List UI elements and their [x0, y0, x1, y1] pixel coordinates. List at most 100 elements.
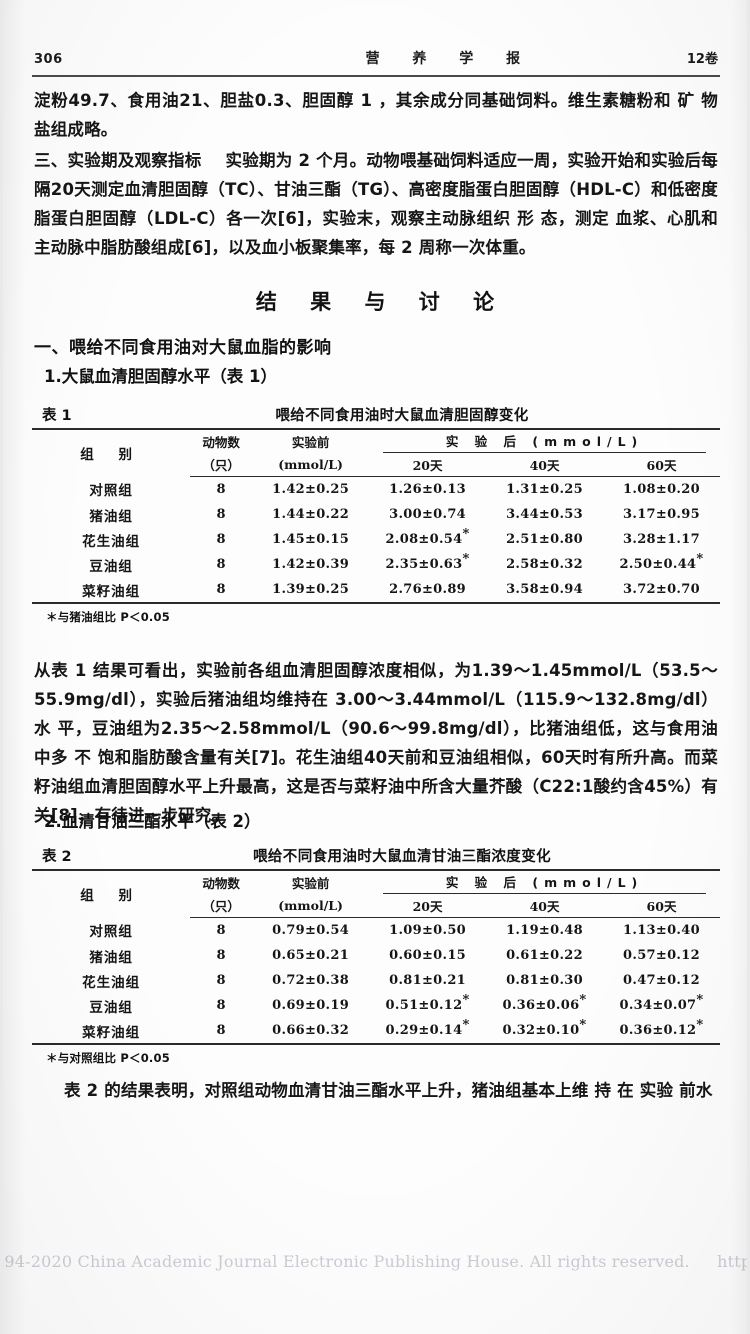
table-row: 豆油组 8 0.69±0.19 0.51±0.12* 0.36±0.06* 0.… [32, 993, 720, 1018]
table-2-header-post: 实 验 后 (mmol/L) [369, 869, 720, 894]
table-1-r3-n: 8 [216, 557, 226, 572]
table-2-r3-n: 8 [216, 998, 226, 1013]
table-2-r2-d20: 0.81±0.21 [389, 973, 467, 988]
table-2-r0-d40: 1.19±0.48 [506, 923, 583, 938]
table-row: 猪油组 8 1.44±0.22 3.00±0.74 3.44±0.53 3.17… [32, 502, 720, 527]
table-1-r0-d20: 1.26±0.13 [389, 482, 467, 497]
table-2-footnote: ＊与对照组比 P＜0.05 [46, 1051, 170, 1065]
table-1-header-post: 实 验 后 (mmol/L) [369, 428, 720, 453]
table-2-r4-d60: 0.36±0.12* [603, 1018, 720, 1045]
table-2-header-pre-unit: (mmol/L) [252, 894, 370, 918]
table-2-number: 表 2 [42, 849, 72, 865]
table-1-r1-d20: 3.00±0.74 [389, 507, 467, 522]
table-2-span-rule [383, 892, 706, 894]
table-2-header-day20: 20天 [369, 894, 487, 918]
paragraph-cholesterol-discussion: 从表 1 结果可看出，实验前各组血清胆固醇浓度相似，为1.39～1.45mmol… [34, 661, 718, 825]
heading-level-1: 一、喂给不同食用油对大鼠血脂的影响 [34, 338, 332, 358]
table-1-title: 喂给不同食用油时大鼠血清胆固醇变化 [275, 408, 529, 424]
section-lead-label: 三、实验期及观察指标 [34, 151, 202, 170]
paragraph-triglyceride-discussion: 表 2 的结果表明，对照组动物血清甘油三酯水平上升，猪油组基本上维 持 在 实验… [64, 1081, 713, 1100]
table-1-block: 表 1 喂给不同食用油时大鼠血清胆固醇变化 组 别 动物数 实验前 实 验 后 … [32, 404, 720, 625]
table-1-r3-pre: 1.42±0.39 [272, 557, 350, 572]
cnki-watermark: 994-2020 China Academic Journal Electron… [0, 1252, 750, 1271]
running-head: 306 营 养 学 报 12卷 [34, 48, 718, 68]
paragraph-methods: 三、实验期及观察指标 实验期为 2 个月。动物喂基础饲料适应一周，实验开始和实验… [34, 146, 718, 262]
table-2-r4-n: 8 [190, 1018, 253, 1045]
table-1-r1-n: 8 [216, 507, 226, 522]
table-row: 菜籽油组 8 1.39±0.25 2.76±0.89 3.58±0.94 3.7… [32, 577, 720, 604]
page-edge-right [747, 0, 750, 1334]
table-1-r4-group: 菜籽油组 [32, 577, 191, 604]
table-1-r2-d40: 2.51±0.80 [506, 532, 583, 547]
table-1-r4-n: 8 [190, 577, 253, 604]
table-1-r4-d40: 3.58±0.94 [486, 577, 603, 604]
table-2-header-day40: 40天 [486, 894, 603, 918]
table-1-r1-d40: 3.44±0.53 [506, 507, 583, 522]
table-2-r3-pre: 0.69±0.19 [272, 998, 350, 1013]
table-2-r1-d60: 0.57±0.12 [623, 948, 700, 963]
table-1-r3-group: 豆油组 [89, 558, 133, 575]
table-1-number: 表 1 [42, 408, 72, 424]
table-row: 花生油组 8 0.72±0.38 0.81±0.21 0.81±0.30 0.4… [32, 968, 720, 993]
table-2-r2-n: 8 [216, 973, 226, 988]
table-1-header-row-1: 组 别 动物数 实验前 实 验 后 (mmol/L) [32, 428, 720, 477]
table-2-r1-n: 8 [216, 948, 226, 963]
table-1-header-day60: 60天 [603, 453, 720, 477]
table-1-header-pre-unit: (mmol/L) [252, 453, 370, 477]
table-2-r0-group: 对照组 [89, 924, 133, 941]
table-1-r3-d20: 2.35±0.63* [385, 551, 470, 572]
table-1-r4-d20: 2.76±0.89 [369, 577, 487, 604]
table-1-header-day20: 20天 [369, 453, 487, 477]
table-1-header-group: 组 别 [32, 428, 191, 477]
section-body-text: 实验期为 2 个月。动物喂基础饲料适应一周，实验开始和实验后每隔20天测定血清胆… [34, 151, 719, 257]
table-2-r0-d20: 1.09±0.50 [389, 923, 467, 938]
table-2-header-day60: 60天 [603, 894, 720, 918]
table-2-r2-d60: 0.47±0.12 [623, 973, 700, 988]
heading-level-2-cholesterol: 1.大鼠血清胆固醇水平（表 1） [44, 367, 277, 386]
table-1-r2-n: 8 [216, 532, 226, 547]
table-1-r0-group: 对照组 [89, 483, 133, 500]
table-2-r4-group: 菜籽油组 [32, 1018, 191, 1045]
table-1-r2-d60: 3.28±1.17 [623, 532, 700, 547]
table-2-r1-pre: 0.65±0.21 [272, 948, 350, 963]
table-2-header-group: 组 别 [32, 869, 191, 918]
table-2-caption: 表 2 喂给不同食用油时大鼠血清甘油三酯浓度变化 [32, 845, 720, 869]
copyright-text: 994-2020 China Academic Journal Electron… [0, 1252, 690, 1271]
table-2-r4-d20: 0.29±0.14* [369, 1018, 487, 1045]
table-2-r2-group: 花生油组 [82, 974, 141, 991]
table-1-r3-d40: 2.58±0.32 [506, 557, 583, 572]
table-1-r0-d60: 1.08±0.20 [623, 482, 700, 497]
table-2-r1-group: 猪油组 [89, 949, 133, 966]
header-rule [32, 75, 720, 77]
table-1-r3-d60: 2.50±0.44* [619, 551, 704, 572]
volume-label: 12卷 [686, 52, 718, 67]
table-1-r4-d60: 3.72±0.70 [603, 577, 720, 604]
table-2-title: 喂给不同食用油时大鼠血清甘油三酯浓度变化 [253, 849, 551, 865]
table-1-r2-group: 花生油组 [82, 533, 141, 550]
table-1-header-row-2: （只） (mmol/L) 20天 40天 60天 [32, 453, 720, 477]
table-2-header-row-1: 组 别 动物数 实验前 实 验 后 (mmol/L) [32, 869, 720, 918]
table-2-r4-pre: 0.66±0.32 [252, 1018, 370, 1045]
section-title-results-discussion: 结 果 与 讨 论 [255, 290, 508, 314]
table-1-footnote: ＊与猪油组比 P＜0.05 [46, 610, 170, 624]
journal-title: 营 养 学 报 [365, 51, 535, 67]
table-2-header-n: 动物数 [190, 869, 253, 894]
table-2-r4-d40: 0.32±0.10* [486, 1018, 603, 1045]
table-1-caption: 表 1 喂给不同食用油时大鼠血清胆固醇变化 [32, 404, 720, 428]
table-2-header-row-2: （只） (mmol/L) 20天 40天 60天 [32, 894, 720, 918]
table-2-block: 表 2 喂给不同食用油时大鼠血清甘油三酯浓度变化 组 别 动物数 实验前 实 验… [32, 845, 720, 1066]
page-number: 306 [34, 52, 63, 67]
table-2-r2-d40: 0.81±0.30 [506, 973, 583, 988]
table-row: 猪油组 8 0.65±0.21 0.60±0.15 0.61±0.22 0.57… [32, 943, 720, 968]
table-1-r2-d20: 2.08±0.54* [385, 526, 470, 547]
table-2-r3-d60: 0.34±0.07* [619, 992, 704, 1013]
table-1-r4-pre: 1.39±0.25 [252, 577, 370, 604]
table-1-r2-pre: 1.45±0.15 [272, 532, 350, 547]
table-1-header-day40: 40天 [486, 453, 603, 477]
table-row: 豆油组 8 1.42±0.39 2.35±0.63* 2.58±0.32 2.5… [32, 552, 720, 577]
table-1-r0-n: 8 [216, 482, 226, 497]
table-2-r0-pre: 0.79±0.54 [272, 923, 350, 938]
table-2-header-n-unit: （只） [190, 894, 253, 918]
table-2-r0-d60: 1.13±0.40 [623, 923, 700, 938]
